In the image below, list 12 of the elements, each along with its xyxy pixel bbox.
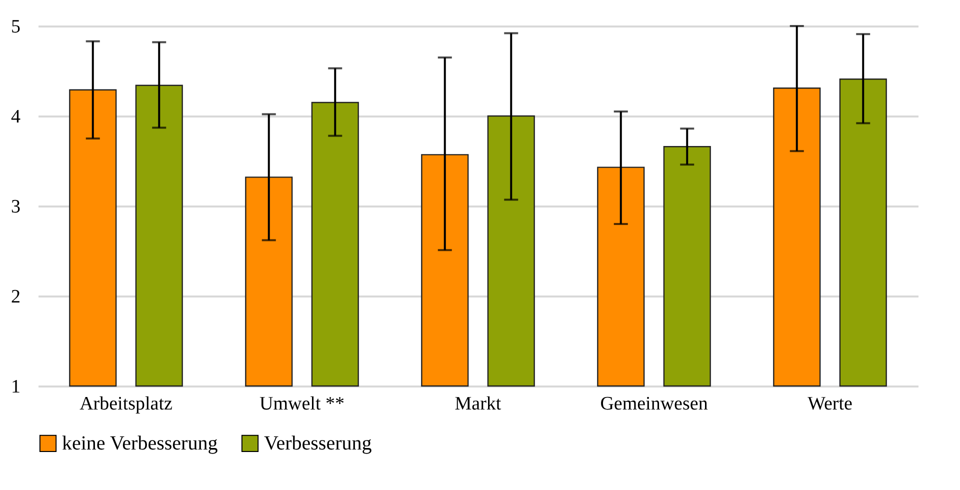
y-tick-label: 4 xyxy=(11,106,21,128)
y-tick-label: 1 xyxy=(11,376,20,398)
y-tick-label: 5 xyxy=(11,16,20,38)
x-tick-label: Arbeitsplatz xyxy=(80,394,172,414)
legend-label: keine Verbesserung xyxy=(62,432,218,454)
x-tick-label: Markt xyxy=(454,394,502,414)
y-tick-label: 3 xyxy=(11,196,20,218)
x-tick-label: Werte xyxy=(808,394,852,414)
legend-label: Verbesserung xyxy=(264,432,372,454)
x-tick-label: Umwelt ** xyxy=(260,394,344,414)
x-tick-label: Gemeinwesen xyxy=(600,394,708,414)
y-tick-label: 2 xyxy=(11,286,20,308)
